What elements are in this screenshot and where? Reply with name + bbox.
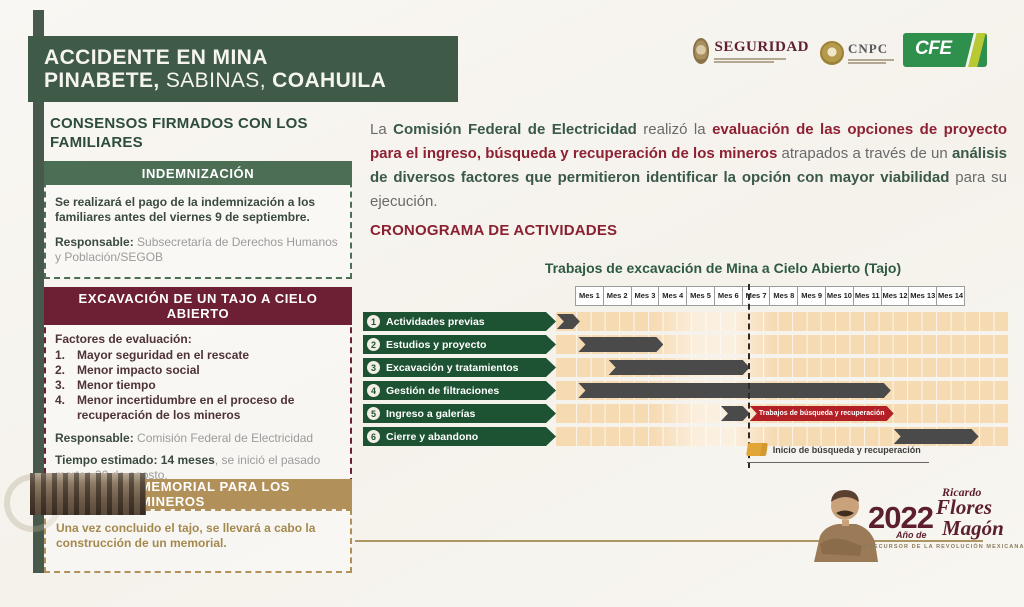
task-bar bbox=[578, 383, 890, 398]
slide-title-line2: PINABETE, SABINAS, COAHUILA bbox=[44, 69, 387, 92]
task-number-badge: 3 bbox=[367, 361, 380, 374]
gantt-row: 2 Estudios y proyecto bbox=[363, 335, 1009, 354]
month-header-cell: Mes 8 bbox=[769, 286, 799, 306]
task-number-badge: 1 bbox=[367, 315, 380, 328]
factor-item: 4. Menor incertidumbre en el proceso de r… bbox=[55, 393, 295, 422]
factor-item: 2. Menor impacto social bbox=[55, 363, 200, 377]
task-number-badge: 5 bbox=[367, 407, 380, 420]
task-label: 2 Estudios y proyecto bbox=[363, 335, 556, 354]
excavacion-responsable: Responsable: Comisión Federal de Electri… bbox=[55, 431, 314, 445]
excavacion-title: EXCAVACIÓN DE UN TAJO A CIELO ABIERTO bbox=[44, 287, 352, 325]
month-header-cell: Mes 6 bbox=[713, 286, 743, 306]
task-label: 5 Ingreso a galerías bbox=[363, 404, 556, 423]
cnpc-seal-icon bbox=[820, 41, 844, 65]
task-bar bbox=[557, 314, 580, 329]
month-header-cell: Mes 7 bbox=[741, 286, 771, 306]
task-label: 3 Excavación y tratamientos bbox=[363, 358, 556, 377]
task-track bbox=[556, 381, 1009, 400]
cnpc-wordmark: CNPC bbox=[848, 41, 889, 56]
intro-paragraph: La Comisión Federal de Electricidad real… bbox=[370, 121, 1007, 210]
logo-tagline: PRECURSOR DE LA REVOLUCIÓN MEXICANA bbox=[864, 544, 1024, 550]
slide-title-line1: ACCIDENTE EN MINA bbox=[44, 46, 268, 69]
task-bar bbox=[578, 337, 663, 352]
memorial-body: Una vez concluido el tajo, se llevará a … bbox=[56, 521, 316, 550]
gantt-rows: 1 Actividades previas 2 Estudios y proyect… bbox=[363, 286, 1009, 446]
cfe-wordmark: CFE bbox=[915, 38, 952, 59]
cnpc-logo: CNPC bbox=[820, 38, 896, 68]
month-header-cell: Mes 2 bbox=[602, 286, 632, 306]
left-accent-bar bbox=[33, 10, 44, 573]
gantt-title: Trabajos de excavación de Mina a Cielo A… bbox=[544, 260, 902, 276]
miners-photo bbox=[30, 473, 146, 515]
year-2022: 2022 bbox=[868, 500, 934, 535]
gantt-chart: Trabajos de excavación de Mina a Cielo A… bbox=[363, 254, 1009, 470]
gantt-row: 1 Actividades previas bbox=[363, 312, 1009, 331]
task-track: Trabajos de búsqueda y recuperación bbox=[556, 404, 1009, 423]
month-header-cell: Mes 14 bbox=[936, 286, 965, 306]
cnpc-subtext-lines bbox=[848, 59, 894, 64]
task-track bbox=[556, 427, 1009, 446]
rescue-bar: Trabajos de búsqueda y recuperación bbox=[750, 406, 894, 421]
memorial-card: Una vez concluido el tajo, se llevará a … bbox=[44, 509, 352, 573]
cronograma-heading: CRONOGRAMA DE ACTIVIDADES bbox=[370, 222, 618, 239]
factor-item: 3. Menor tiempo bbox=[55, 378, 156, 392]
task-bar bbox=[894, 429, 979, 444]
cfe-logo: CFE bbox=[903, 33, 987, 67]
task-number-badge: 4 bbox=[367, 384, 380, 397]
task-bar bbox=[609, 360, 750, 375]
gantt-row: 3 Excavación y tratamientos bbox=[363, 358, 1009, 377]
gantt-grid: Mes 1 Mes 2 Mes 3 Mes 4 Mes 5 Mes 6 Mes 7 Mes 8… bbox=[363, 284, 1009, 468]
indemnizacion-responsable: Responsable: Subsecretaría de Derechos H… bbox=[55, 235, 338, 264]
gantt-month-header: Mes 1 Mes 2 Mes 3 Mes 4 Mes 5 Mes 6 Mes 7 Mes 8… bbox=[575, 286, 965, 306]
month-header-cell: Mes 5 bbox=[686, 286, 715, 306]
month-header-cell: Mes 10 bbox=[825, 286, 854, 306]
factores-label: Factores de evaluación: bbox=[55, 332, 192, 346]
indemnizacion-title: INDEMNIZACIÓN bbox=[44, 161, 352, 185]
month-header-cell: Mes 13 bbox=[908, 286, 938, 306]
footer-rule bbox=[355, 540, 983, 542]
indemnizacion-card: INDEMNIZACIÓN Se realizará el pago de la… bbox=[44, 161, 352, 279]
factor-item: 1. Mayor seguridad en el rescate bbox=[55, 348, 250, 362]
name-magon: Magón bbox=[942, 516, 1004, 540]
task-label: 1 Actividades previas bbox=[363, 312, 556, 331]
task-track bbox=[556, 312, 1009, 331]
milestone-label: Inicio de búsqueda y recuperación bbox=[772, 444, 921, 455]
slide-title: ACCIDENTE EN MINA PINABETE, SABINAS, COA… bbox=[28, 36, 458, 102]
name-ricardo: Ricardo bbox=[942, 485, 982, 499]
task-number-badge: 2 bbox=[367, 338, 380, 351]
month-header-cell: Mes 1 bbox=[575, 286, 604, 306]
seguridad-subtext-lines bbox=[714, 57, 809, 63]
gantt-row: 4 Gestión de filtraciones bbox=[363, 381, 1009, 400]
seguridad-seal-icon bbox=[693, 38, 710, 64]
name-flores: Flores bbox=[936, 495, 993, 519]
month-header-cell: Mes 4 bbox=[658, 286, 688, 306]
memorial-title: MEMORIAL PARA LOS MINEROS bbox=[44, 479, 352, 509]
flores-magon-logo: 2022 Año de Ricardo Flores Magón PRECURS… bbox=[812, 482, 1023, 566]
gantt-row: 5 Ingreso a galerías Trabajos de búsqueda… bbox=[363, 404, 1009, 423]
task-track bbox=[556, 335, 1009, 354]
sidebar-heading: CONSENSOS FIRMADOS CON LOS FAMILIARES bbox=[50, 115, 308, 151]
rescue-start-dashed-line bbox=[747, 284, 750, 468]
seguridad-wordmark: SEGURIDAD bbox=[714, 38, 809, 55]
task-label: 6 Cierre y abandono bbox=[363, 427, 556, 446]
month-header-cell: Mes 11 bbox=[852, 286, 882, 306]
month-header-cell: Mes 3 bbox=[630, 286, 660, 306]
task-number-badge: 6 bbox=[367, 430, 380, 443]
flores-magon-illustration bbox=[814, 490, 878, 562]
task-track bbox=[556, 358, 1009, 377]
task-label: 4 Gestión de filtraciones bbox=[363, 381, 556, 400]
milestone-legend: Inicio de búsqueda y recuperación bbox=[745, 443, 929, 463]
seguridad-logo: SEGURIDAD bbox=[693, 35, 809, 67]
month-header-cell: Mes 12 bbox=[880, 286, 910, 306]
ano-de-label: Año de bbox=[896, 530, 927, 540]
gantt-row: 6 Cierre y abandono bbox=[363, 427, 1009, 446]
task-bar bbox=[721, 406, 750, 421]
excavacion-card: EXCAVACIÓN DE UN TAJO A CIELO ABIERTO Fa… bbox=[44, 287, 352, 494]
flag-icon bbox=[745, 443, 768, 456]
indemnizacion-body: Se realizará el pago de la indemnización… bbox=[55, 195, 316, 224]
factores-list: 1. Mayor seguridad en el rescate 2. Menor … bbox=[55, 348, 342, 423]
month-header-cell: Mes 9 bbox=[797, 286, 827, 306]
